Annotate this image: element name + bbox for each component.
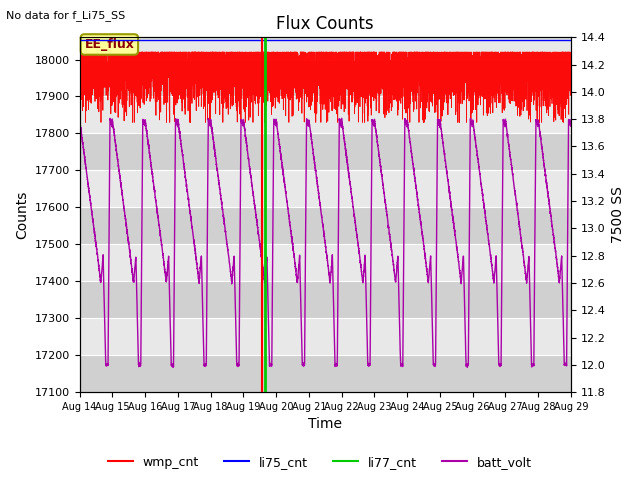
Title: Flux Counts: Flux Counts — [276, 15, 374, 33]
X-axis label: Time: Time — [308, 418, 342, 432]
Bar — [79, 355, 571, 392]
Bar — [79, 207, 571, 244]
Bar — [79, 133, 571, 170]
Y-axis label: 7500 SS: 7500 SS — [611, 186, 625, 243]
Legend: wmp_cnt, li75_cnt, li77_cnt, batt_volt: wmp_cnt, li75_cnt, li77_cnt, batt_volt — [103, 451, 537, 474]
Text: No data for f_Li75_SS: No data for f_Li75_SS — [6, 10, 125, 21]
Text: EE_flux: EE_flux — [84, 38, 134, 51]
Y-axis label: Counts: Counts — [15, 191, 29, 239]
Bar — [79, 60, 571, 96]
Bar — [79, 281, 571, 318]
